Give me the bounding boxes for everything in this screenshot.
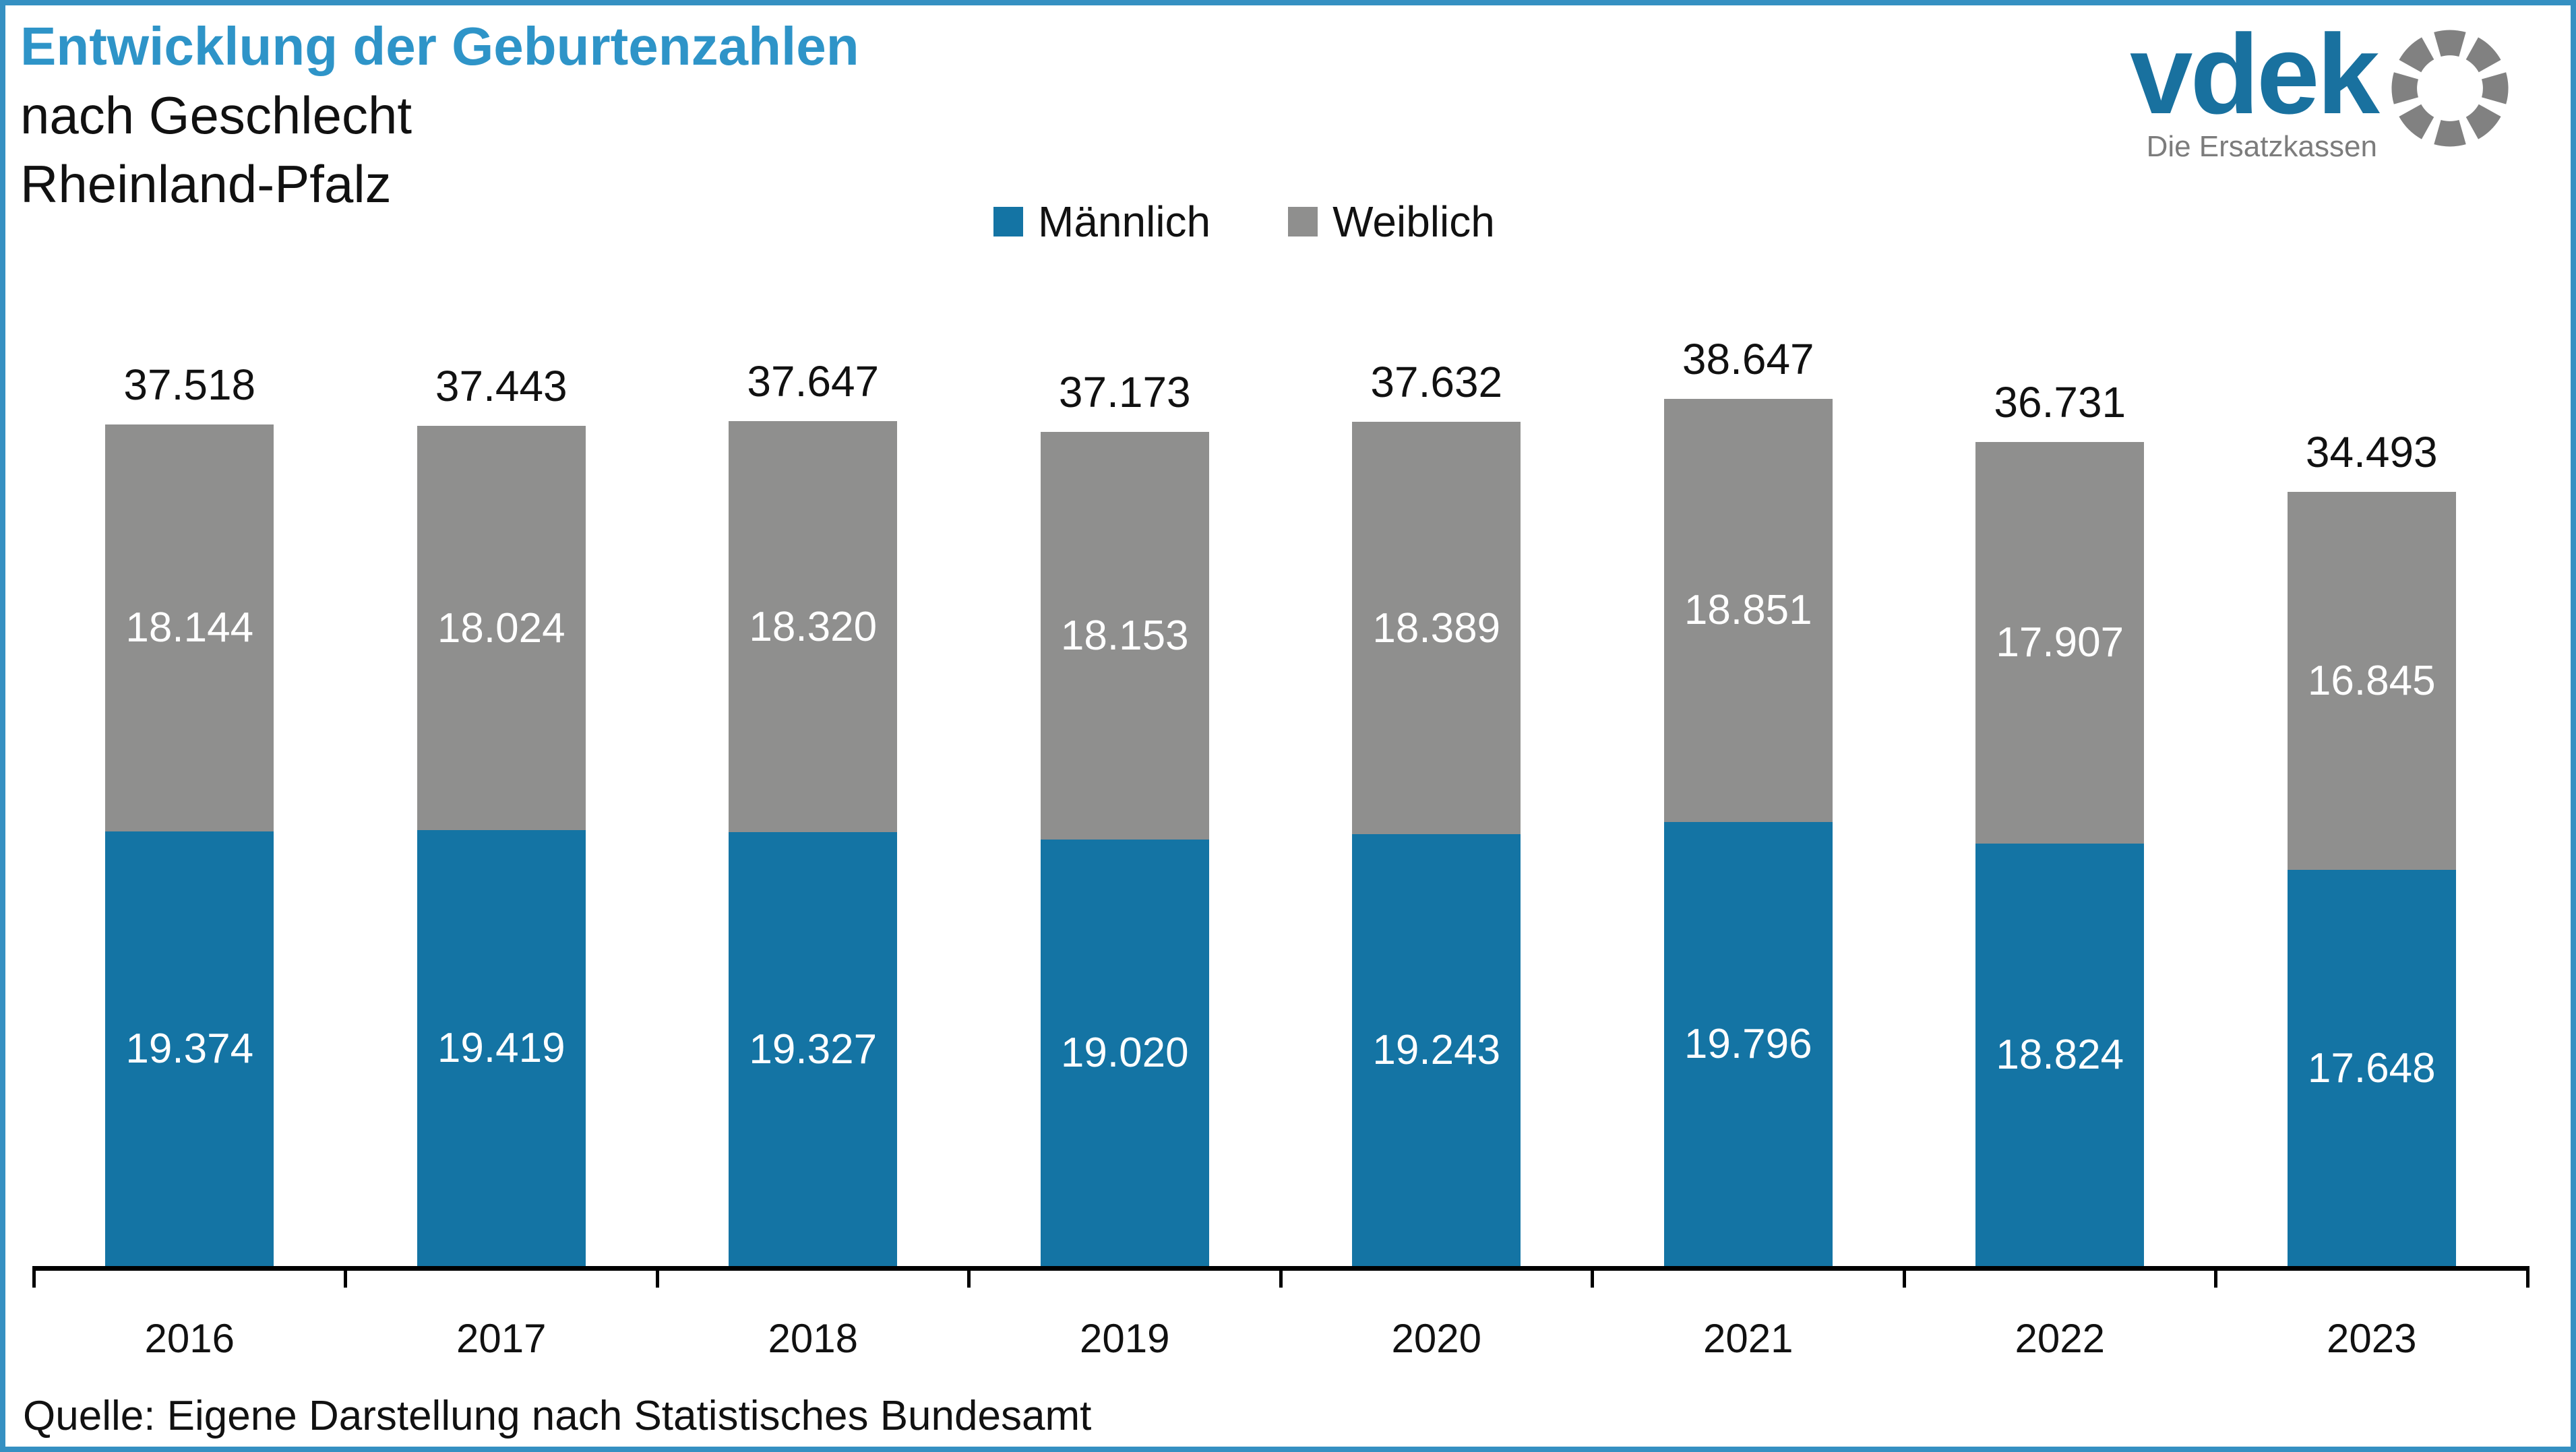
bar-segment-weiblich-2016: 18.144 (105, 424, 274, 831)
vdek-logo-text: vdek Die Ersatzkassen (2130, 11, 2380, 164)
bar-segment-label-weiblich-2018: 18.320 (749, 603, 878, 650)
bar-group-2023: 34.493 16.845 17.648 (2216, 427, 2528, 1266)
chart-subtitle-line1: nach Geschlecht (20, 86, 412, 145)
chart-title: Entwicklung der Geburtenzahlen (20, 16, 859, 76)
x-axis-tick-5 (1591, 1266, 1594, 1288)
x-axis-label-2023: 2023 (2327, 1316, 2417, 1361)
bar-total-label-2016: 37.518 (123, 360, 256, 409)
bar-segment-maennlich-2016: 19.374 (105, 831, 274, 1266)
bars-area: 37.518 18.144 19.374 37.443 18.024 19.419 37.6… (34, 335, 2528, 1266)
x-axis-tick-6 (1902, 1266, 1906, 1288)
chart-legend: Männlich Weiblich (993, 197, 1495, 247)
legend-label-weiblich: Weiblich (1332, 197, 1495, 246)
bar-total-label-2019: 37.173 (1058, 368, 1191, 417)
bar-segment-label-weiblich-2017: 18.024 (437, 604, 565, 652)
chart-subtitle-line2: Rheinland-Pfalz (20, 154, 392, 214)
bar-segment-label-maennlich-2020: 19.243 (1372, 1027, 1501, 1074)
source-note: Quelle: Eigene Darstellung nach Statisti… (23, 1393, 1092, 1439)
bar-segment-weiblich-2022: 17.907 (1975, 441, 2145, 844)
x-axis-label-2016: 2016 (144, 1316, 235, 1361)
bar-total-label-2023: 34.493 (2305, 428, 2438, 477)
bar-segment-label-maennlich-2018: 19.327 (749, 1025, 878, 1073)
bar-total-label-2018: 37.647 (747, 357, 880, 406)
bar-segment-label-weiblich-2023: 16.845 (2307, 658, 2436, 705)
bar-segment-weiblich-2020: 18.389 (1352, 421, 1521, 835)
legend-item-weiblich: Weiblich (1288, 197, 1495, 247)
bar-total-label-2022: 36.731 (1994, 377, 2126, 427)
bar-total-label-2020: 37.632 (1370, 357, 1503, 406)
title-block: Entwicklung der Geburtenzahlen nach Gesc… (20, 12, 859, 218)
x-axis-label-2017: 2017 (456, 1316, 547, 1361)
bar-segment-label-maennlich-2023: 17.648 (2307, 1044, 2436, 1092)
x-axis-label-2022: 2022 (2015, 1316, 2105, 1361)
x-axis-tick-3 (967, 1266, 971, 1288)
bar-segment-weiblich-2021: 18.851 (1663, 399, 1833, 822)
x-axis-label-2018: 2018 (768, 1316, 858, 1361)
bar-segment-maennlich-2018: 19.327 (729, 832, 898, 1266)
x-axis-tick-1 (344, 1266, 347, 1288)
bar-group-2017: 37.443 18.024 19.419 (346, 361, 658, 1266)
legend-item-maennlich: Männlich (993, 197, 1210, 247)
x-axis-label-2019: 2019 (1080, 1316, 1170, 1361)
bar-segment-weiblich-2017: 18.024 (417, 426, 586, 831)
x-axis-tick-0 (32, 1266, 36, 1288)
vdek-logo: vdek Die Ersatzkassen (2130, 11, 2513, 164)
bar-segment-label-maennlich-2017: 19.419 (437, 1025, 565, 1072)
bar-segment-label-weiblich-2021: 18.851 (1684, 587, 1812, 634)
legend-swatch-maennlich-icon (993, 207, 1023, 236)
bar-total-label-2021: 38.647 (1682, 335, 1814, 384)
x-axis-label-2020: 2020 (1391, 1316, 1481, 1361)
bar-segment-label-weiblich-2019: 18.153 (1060, 612, 1189, 659)
bar-segment-weiblich-2018: 18.320 (729, 421, 898, 833)
bar-segment-label-weiblich-2016: 18.144 (125, 604, 254, 652)
vdek-logo-wordmark: vdek (2130, 11, 2380, 137)
vdek-logo-tagline: Die Ersatzkassen (2146, 130, 2377, 163)
bar-segment-label-maennlich-2022: 18.824 (1996, 1032, 2124, 1079)
bar-group-2016: 37.518 18.144 19.374 (34, 360, 346, 1266)
bar-segment-label-maennlich-2021: 19.796 (1684, 1020, 1812, 1067)
x-axis-tick-8 (2525, 1266, 2529, 1288)
bar-segment-label-weiblich-2020: 18.389 (1372, 604, 1501, 652)
bar-segment-label-maennlich-2016: 19.374 (125, 1025, 254, 1072)
bar-segment-weiblich-2019: 18.153 (1040, 432, 1209, 840)
vdek-logo-ring-icon (2391, 30, 2509, 147)
bar-segment-maennlich-2021: 19.796 (1663, 821, 1833, 1266)
bar-group-2021: 38.647 18.851 19.796 (1593, 334, 1905, 1266)
legend-label-maennlich: Männlich (1038, 197, 1211, 246)
bar-group-2020: 37.632 18.389 19.243 (1281, 357, 1593, 1266)
x-axis-labels: 2016 2017 2018 2019 2020 2021 2022 2023 (34, 1315, 2527, 1362)
legend-swatch-weiblich-icon (1288, 207, 1318, 236)
bar-segment-maennlich-2019: 19.020 (1040, 839, 1209, 1266)
bar-group-2018: 37.647 18.320 19.327 (657, 356, 969, 1266)
bar-segment-maennlich-2017: 19.419 (417, 830, 586, 1266)
bar-segment-maennlich-2023: 17.648 (2287, 870, 2456, 1266)
bar-segment-maennlich-2022: 18.824 (1975, 844, 2145, 1266)
bar-segment-label-weiblich-2022: 17.907 (1996, 619, 2124, 666)
bar-segment-label-maennlich-2019: 19.020 (1060, 1029, 1189, 1076)
bar-group-2019: 37.173 18.153 19.020 (969, 367, 1281, 1266)
x-axis-tick-2 (655, 1266, 659, 1288)
x-axis-label-2021: 2021 (1703, 1316, 1793, 1361)
bar-segment-maennlich-2020: 19.243 (1352, 834, 1521, 1266)
bar-group-2022: 36.731 17.907 18.824 (1904, 377, 2216, 1266)
x-axis-tick-4 (1279, 1266, 1283, 1288)
bar-total-label-2017: 37.443 (435, 362, 568, 411)
x-axis-tick-7 (2214, 1266, 2217, 1288)
bar-segment-weiblich-2023: 16.845 (2287, 492, 2456, 871)
